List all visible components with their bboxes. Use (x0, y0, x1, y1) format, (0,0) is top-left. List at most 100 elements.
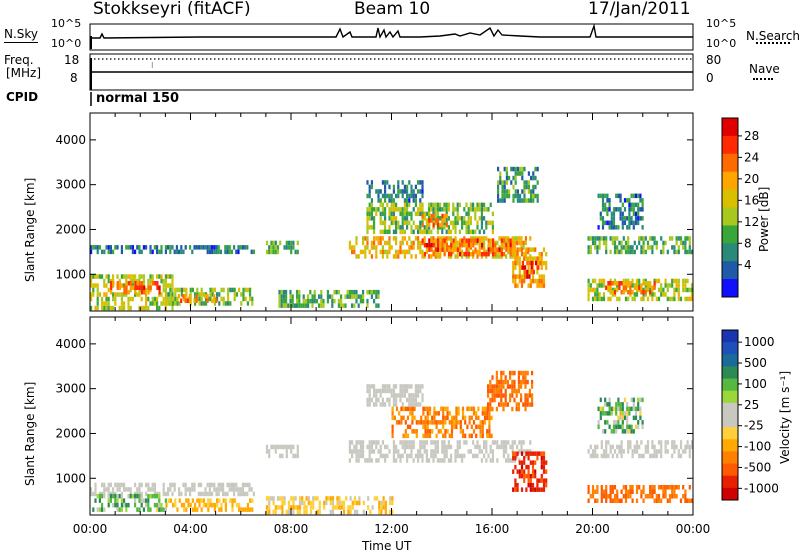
data-cell (445, 247, 448, 252)
data-cell (173, 487, 176, 492)
data-cell (222, 487, 225, 492)
data-cell (326, 294, 329, 299)
data-cell (495, 406, 498, 412)
data-cell (441, 444, 444, 450)
data-cell (461, 458, 464, 463)
data-cell (377, 240, 380, 246)
data-cell (281, 444, 284, 450)
data-cell (147, 290, 150, 295)
data-cell (187, 502, 190, 508)
data-cell (428, 238, 431, 243)
data-cell (664, 292, 667, 297)
data-cell (140, 296, 143, 302)
data-cell (403, 211, 406, 217)
data-cell (621, 220, 624, 226)
data-cell (532, 184, 535, 190)
data-cell (461, 415, 465, 421)
data-cell (679, 440, 683, 445)
data-cell (632, 397, 635, 403)
data-cell (441, 229, 444, 235)
data-cell (524, 249, 527, 255)
data-cell (450, 429, 454, 434)
data-cell (651, 444, 654, 450)
data-cell (532, 175, 535, 181)
data-cell (156, 301, 159, 306)
data-cell (641, 397, 644, 403)
data-cell (631, 485, 634, 490)
data-cell (219, 249, 222, 255)
data-cell (604, 420, 607, 425)
data-cell (545, 251, 548, 257)
data-cell (227, 296, 230, 302)
data-cell (483, 240, 486, 246)
data-cell (213, 245, 216, 250)
data-cell (409, 411, 412, 416)
data-cell (368, 453, 371, 459)
data-cell (642, 245, 645, 250)
data-cell (167, 491, 170, 497)
data-cell (501, 198, 504, 203)
data-cell (620, 245, 623, 250)
data-cell (638, 240, 641, 246)
data-cell (513, 388, 516, 394)
data-cell (610, 216, 613, 221)
data-cell (446, 411, 449, 416)
data-cell (516, 171, 519, 176)
data-cell (637, 397, 640, 403)
data-cell (443, 449, 446, 454)
data-cell (492, 251, 495, 257)
data-cell (447, 254, 450, 259)
data-cell (302, 294, 305, 299)
data-cell (290, 444, 293, 450)
data-cell (410, 254, 413, 259)
data-cell (362, 240, 365, 246)
data-cell (246, 507, 249, 512)
data-cell (626, 420, 629, 425)
data-cell (103, 487, 106, 492)
data-cell (368, 202, 371, 208)
data-cell (381, 180, 384, 185)
data-cell (646, 494, 650, 499)
data-cell (147, 278, 150, 284)
data-cell (501, 193, 504, 199)
data-cell (511, 242, 514, 248)
data-cell (512, 487, 515, 492)
colorbar-swatch (722, 415, 738, 428)
data-cell (498, 247, 501, 252)
data-cell (512, 278, 515, 284)
data-cell (419, 440, 422, 445)
data-cell (114, 502, 117, 508)
data-cell (417, 453, 420, 459)
data-cell (162, 287, 165, 293)
data-cell (184, 487, 187, 492)
data-cell (411, 406, 414, 412)
data-cell (382, 496, 385, 501)
colorbar-tick-label: 1000 (744, 335, 775, 349)
data-cell (454, 207, 457, 212)
data-cell (535, 260, 538, 266)
data-cell (610, 220, 613, 226)
data-cell (140, 274, 143, 279)
freq-unit-label: [MHz] (6, 66, 42, 80)
data-cell (613, 290, 617, 295)
data-cell (662, 240, 665, 246)
data-cell (403, 236, 406, 241)
data-cell (169, 287, 172, 293)
data-cell (92, 274, 95, 279)
data-cell (487, 207, 490, 212)
data-cell (616, 453, 619, 459)
data-cell (600, 283, 603, 288)
data-cell (631, 296, 634, 302)
data-cell (675, 485, 678, 490)
data-cell (640, 285, 643, 290)
data-cell (597, 193, 600, 199)
data-cell (228, 487, 231, 492)
data-cell (388, 198, 391, 203)
data-cell (395, 225, 398, 230)
data-cell (129, 305, 132, 311)
data-cell (348, 449, 351, 454)
data-cell (540, 283, 543, 288)
data-cell (615, 193, 618, 199)
data-cell (608, 220, 611, 226)
data-cell (331, 298, 334, 304)
